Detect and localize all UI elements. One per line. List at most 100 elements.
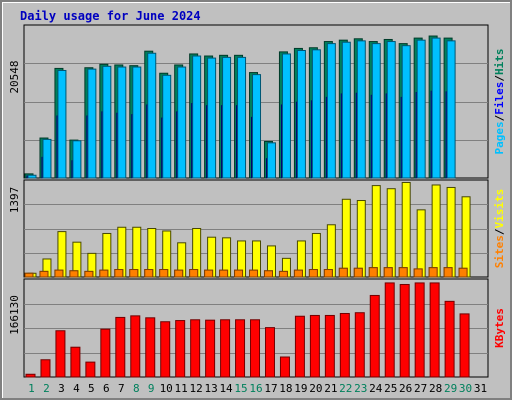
- legend-entry: Pages: [493, 121, 506, 154]
- bar-pages-day-3: [57, 69, 67, 179]
- day-label: 21: [324, 382, 337, 395]
- bar-visits-day-29: [446, 186, 456, 278]
- day-label: 12: [190, 382, 203, 395]
- bar-pages-day-13: [207, 57, 217, 179]
- day-label: 17: [264, 382, 277, 395]
- y-tick-label: 1397: [8, 187, 21, 214]
- bar-visits-day-26: [401, 181, 411, 278]
- bar-sites-front-day-10: [159, 269, 169, 278]
- bar-kbytes-day-24: [369, 294, 380, 378]
- bar-kbytes-day-28: [429, 282, 440, 378]
- bar-pages-day-16: [252, 74, 262, 179]
- day-label: 29: [444, 382, 457, 395]
- bar-kbytes-day-22: [339, 312, 350, 378]
- bar-sites-front-day-5: [84, 270, 94, 278]
- bar-kbytes-day-16: [250, 319, 261, 378]
- bar-sites-front-day-4: [69, 270, 79, 278]
- bar-kbytes-day-10: [160, 321, 171, 378]
- bar-sites-front-day-29: [443, 267, 453, 278]
- bar-kbytes-day-29: [444, 300, 455, 378]
- day-label: 20: [309, 382, 322, 395]
- bar-sites-front-day-28: [428, 267, 438, 278]
- bar-sites-front-day-21: [323, 269, 333, 278]
- bar-visits-day-23: [356, 200, 366, 278]
- bar-sites-front-day-14: [219, 269, 229, 278]
- bar-sites-front-day-8: [129, 269, 139, 278]
- bar-sites-front-day-23: [353, 267, 363, 278]
- bar-kbytes-day-13: [205, 319, 216, 378]
- y-tick-label: 166130: [8, 295, 21, 335]
- bar-pages-day-19: [296, 50, 306, 179]
- bar-sites-front-day-30: [458, 267, 468, 278]
- bar-kbytes-day-21: [324, 314, 335, 378]
- day-label: 25: [384, 382, 397, 395]
- legend-entry: KBytes: [493, 308, 506, 348]
- day-label: 14: [219, 382, 233, 395]
- bar-sites-front-day-26: [398, 267, 408, 278]
- bar-kbytes-day-30: [459, 313, 470, 378]
- day-label: 2: [43, 382, 50, 395]
- bar-kbytes-day-14: [220, 319, 231, 378]
- legend-entry: Visits: [493, 189, 506, 229]
- bar-kbytes-day-27: [414, 282, 425, 378]
- day-label: 31: [474, 382, 487, 395]
- bar-pages-day-10: [162, 74, 172, 179]
- legend-entry: Sites: [493, 235, 506, 268]
- bar-sites-front-day-3: [54, 269, 64, 278]
- bar-pages-day-23: [356, 40, 366, 179]
- bar-pages-day-24: [371, 43, 381, 179]
- y-tick-label: 20548: [8, 60, 21, 93]
- day-label: 11: [175, 382, 188, 395]
- bar-kbytes-day-19: [294, 315, 305, 378]
- bar-pages-day-28: [431, 37, 441, 179]
- bar-kbytes-day-23: [354, 312, 365, 378]
- bar-sites-front-day-12: [189, 269, 199, 278]
- legend: KBytes: [493, 308, 506, 348]
- day-label: 7: [118, 382, 125, 395]
- bar-pages-day-11: [177, 66, 187, 179]
- bar-sites-front-day-1: [24, 272, 34, 278]
- bar-kbytes-day-8: [130, 315, 141, 378]
- bar-visits-day-30: [461, 196, 471, 278]
- bar-sites-front-day-6: [99, 269, 109, 278]
- bar-sites-front-day-25: [383, 267, 393, 278]
- bar-pages-day-1: [27, 174, 37, 179]
- bar-sites-front-day-9: [144, 269, 154, 278]
- bar-sites-front-day-15: [234, 269, 244, 278]
- bar-sites-front-day-22: [338, 267, 348, 278]
- bar-pages-day-9: [147, 52, 157, 179]
- bar-kbytes-day-26: [399, 283, 410, 378]
- bar-sites-front-day-16: [249, 269, 259, 278]
- bar-pages-day-5: [87, 68, 97, 179]
- bar-kbytes-day-6: [100, 328, 111, 378]
- bar-kbytes-day-18: [279, 356, 290, 378]
- bar-visits-day-22: [341, 198, 351, 278]
- bar-sites-front-day-24: [368, 267, 378, 278]
- bar-sites-front-day-19: [293, 269, 303, 278]
- day-label: 8: [133, 382, 140, 395]
- day-label: 4: [73, 382, 80, 395]
- day-label: 5: [88, 382, 95, 395]
- bar-pages-day-29: [446, 40, 456, 179]
- bar-visits-day-25: [386, 188, 396, 278]
- bar-pages-day-18: [281, 53, 291, 179]
- bar-kbytes-day-11: [175, 320, 186, 378]
- bar-kbytes-day-15: [235, 319, 246, 378]
- bar-sites-front-day-17: [263, 270, 273, 278]
- legend-separator: /: [493, 114, 506, 121]
- day-label: 15: [234, 382, 247, 395]
- bar-kbytes-day-7: [115, 316, 126, 378]
- bar-pages-day-6: [102, 65, 112, 179]
- legend-separator: /: [493, 75, 506, 82]
- bar-pages-day-22: [341, 41, 351, 179]
- bar-pages-day-15: [237, 56, 247, 179]
- day-label: 28: [429, 382, 442, 395]
- legend: Sites/Visits: [493, 189, 506, 269]
- bar-kbytes-day-3: [55, 330, 66, 378]
- day-label: 22: [339, 382, 352, 395]
- day-label: 24: [369, 382, 383, 395]
- bar-pages-day-26: [401, 45, 411, 179]
- bar-visits-day-24: [371, 185, 381, 278]
- bar-sites-front-day-11: [174, 269, 184, 278]
